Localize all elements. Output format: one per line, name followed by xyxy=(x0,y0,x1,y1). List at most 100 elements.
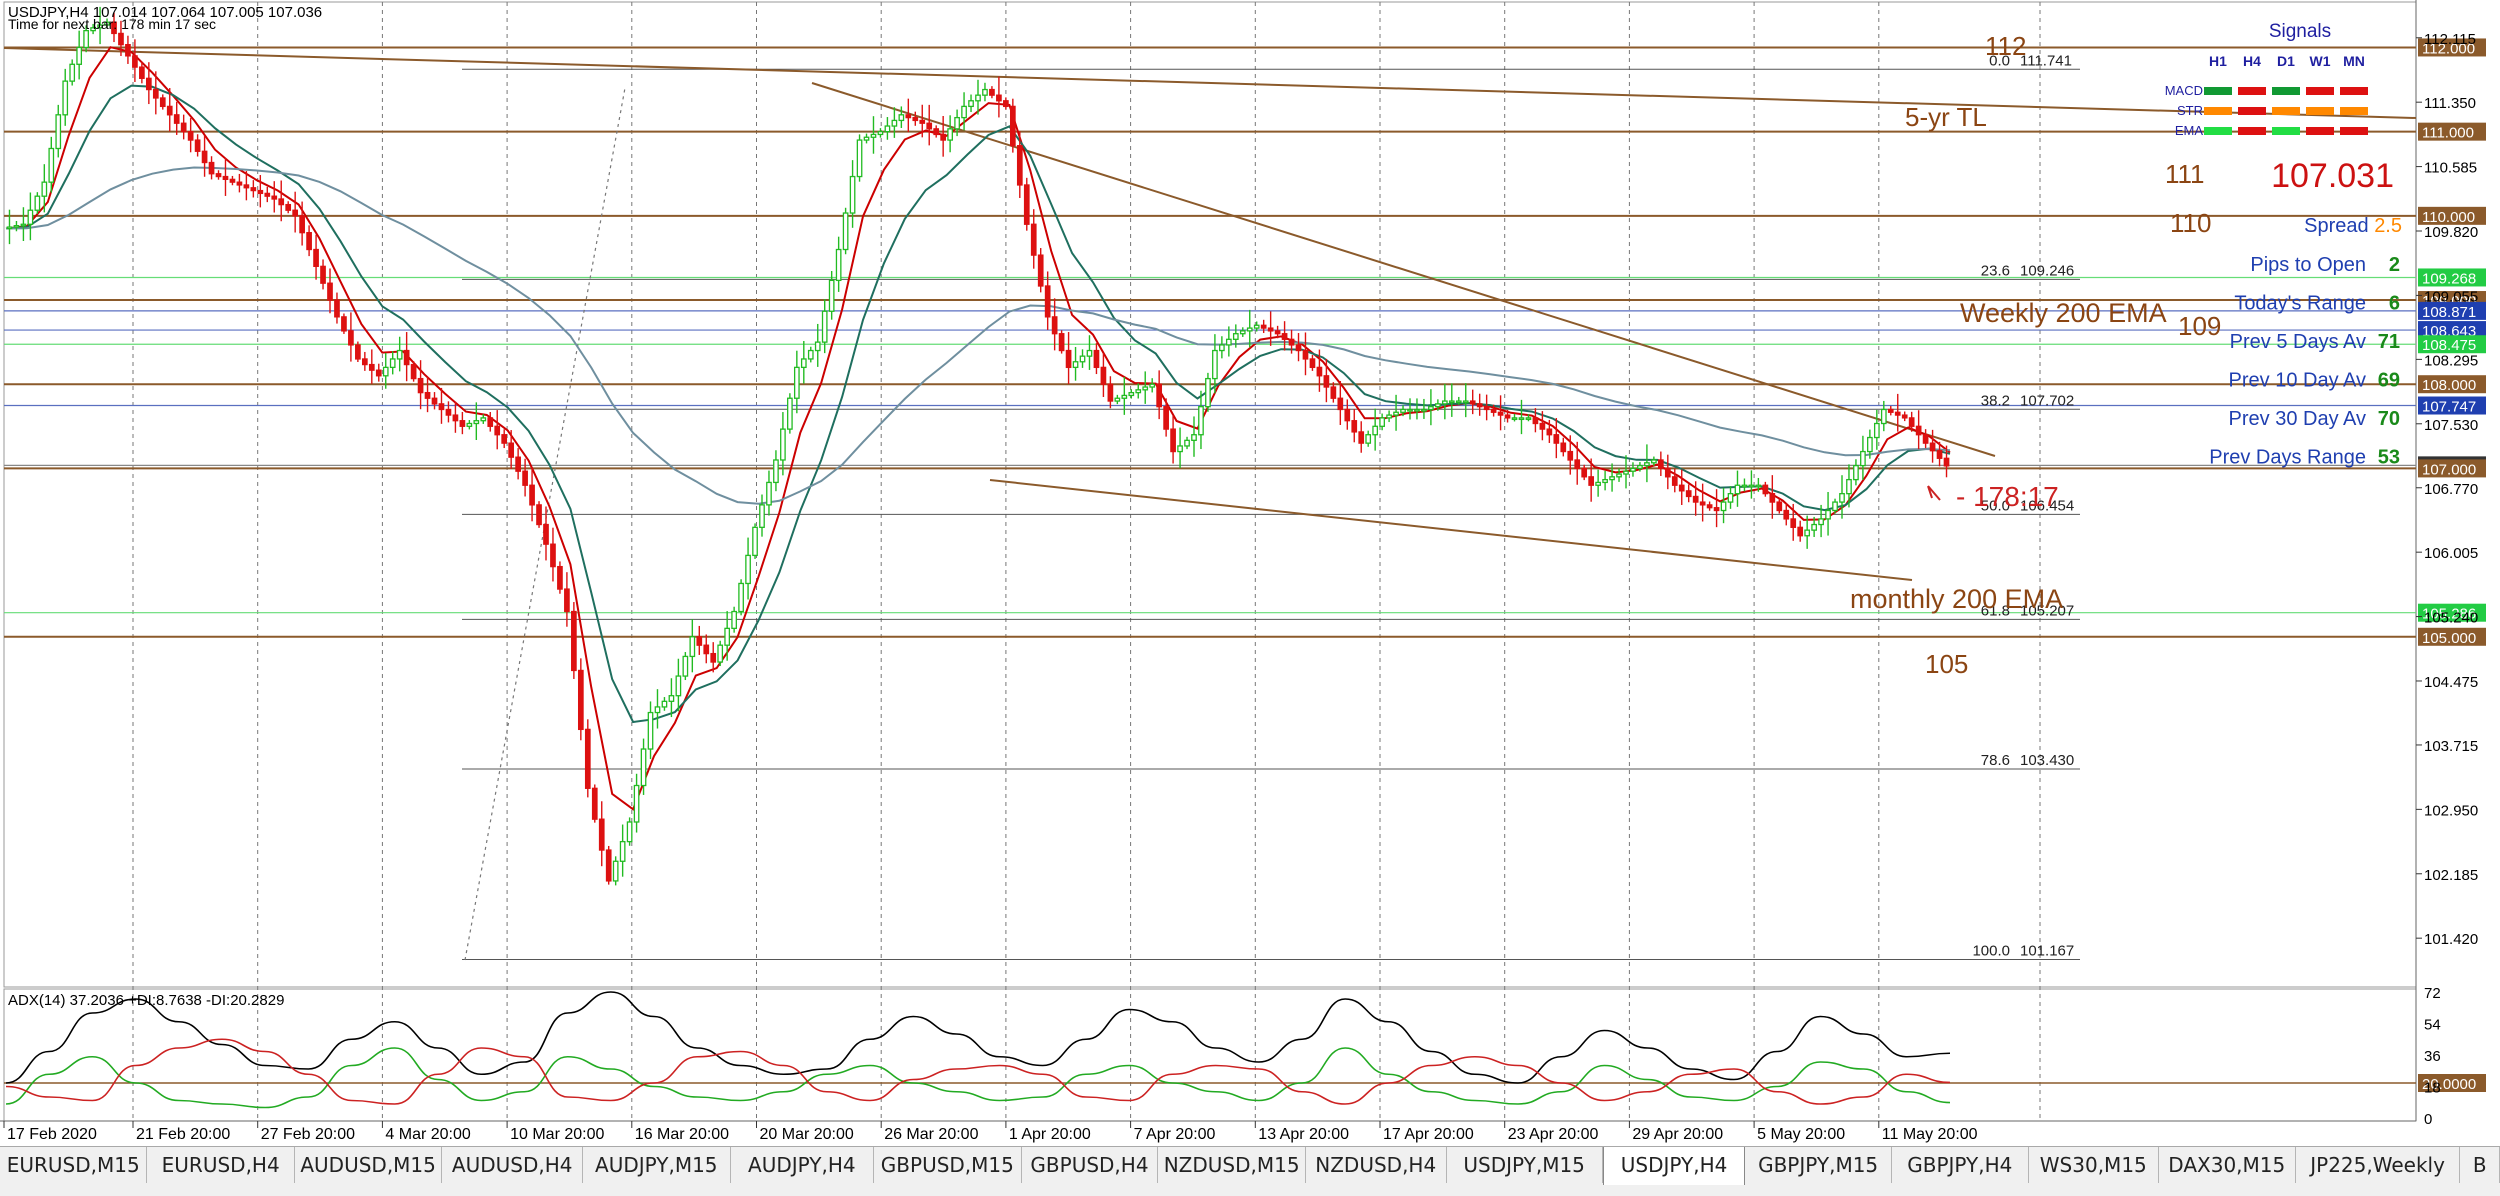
fib-pct-label: 100.0 xyxy=(1972,942,2010,959)
candle-body xyxy=(529,484,535,506)
candle-body xyxy=(947,128,953,141)
candle-body xyxy=(1170,428,1176,453)
candle-body xyxy=(1086,349,1093,357)
candle-body xyxy=(1602,478,1608,484)
candle-body xyxy=(571,610,577,672)
candle-body xyxy=(334,299,340,318)
price-level-tag xyxy=(2418,627,2486,646)
tab-dax30-m15[interactable]: DAX30,M15 xyxy=(2159,1147,2296,1183)
price-level-tag xyxy=(2418,396,2486,415)
stat-value: 6 xyxy=(2389,293,2400,315)
tab-nzdusd-m15[interactable]: NZDUSD,M15 xyxy=(1158,1147,1306,1183)
adx-tick-label: 72 xyxy=(2424,985,2441,1002)
candle-body xyxy=(452,414,459,422)
candle-body xyxy=(487,417,494,427)
signals-row-label: EMA xyxy=(2175,123,2204,138)
candle-body xyxy=(1030,223,1037,256)
x-tick-label: 29 Apr 20:00 xyxy=(1632,1126,1723,1143)
stat-label: Prev 10 Day Av xyxy=(2229,370,2366,392)
price-level-tag xyxy=(2418,603,2486,622)
adx-series-3 xyxy=(5,1038,1951,1105)
candle-body xyxy=(766,481,772,506)
candle-body xyxy=(1671,476,1678,486)
candle-body xyxy=(1421,408,1427,412)
candle-body xyxy=(793,366,800,399)
x-tick-label: 16 Mar 20:00 xyxy=(635,1126,729,1143)
tab-audusd-h4[interactable]: AUDUSD,H4 xyxy=(442,1147,584,1183)
tab-b[interactable]: B xyxy=(2460,1147,2500,1183)
candle-body xyxy=(1128,391,1135,397)
tab-gbpjpy-m15[interactable]: GBPJPY,M15 xyxy=(1745,1147,1892,1183)
candle-body xyxy=(1497,411,1504,416)
candle-body xyxy=(1853,464,1859,481)
candle-body xyxy=(1177,445,1183,453)
fib-pct-label: 0.0 xyxy=(1989,52,2010,69)
price-chart[interactable]: 112.000111.000110.000109.268109.000108.8… xyxy=(0,0,2500,1146)
candle-body xyxy=(912,116,919,122)
candle-body xyxy=(1637,464,1643,470)
candle-body xyxy=(1135,389,1142,394)
tab-eurusd-m15[interactable]: EURUSD,M15 xyxy=(0,1147,148,1183)
candle-body xyxy=(424,391,431,399)
candle-body xyxy=(919,119,926,124)
stat-value: 53 xyxy=(2378,447,2400,469)
price-level-tag xyxy=(2418,268,2486,287)
candle-body xyxy=(1205,377,1211,408)
candle-body xyxy=(647,711,654,750)
candle-body xyxy=(327,282,333,301)
tab-eurusd-h4[interactable]: EURUSD,H4 xyxy=(147,1147,295,1183)
candle-body xyxy=(473,420,480,425)
stat-value: 2 xyxy=(2389,254,2400,276)
candle-body xyxy=(835,248,842,282)
candle-body xyxy=(361,358,368,366)
candle-body xyxy=(229,178,236,183)
candle-body xyxy=(145,77,152,91)
candle-body xyxy=(1393,411,1399,416)
tab-jp225-weekly[interactable]: JP225,Weekly xyxy=(2296,1147,2461,1183)
tab-audjpy-h4[interactable]: AUDJPY,H4 xyxy=(731,1147,875,1183)
candle-body xyxy=(1943,457,1950,467)
tab-ws30-m15[interactable]: WS30,M15 xyxy=(2029,1147,2159,1183)
candle-body xyxy=(1142,386,1149,391)
price-level-tag-text: 107.000 xyxy=(2422,461,2476,478)
candle-body xyxy=(201,150,208,164)
candle-body xyxy=(320,265,326,284)
tab-gbpusd-m15[interactable]: GBPUSD,M15 xyxy=(874,1147,1022,1183)
tab-audusd-m15[interactable]: AUDUSD,M15 xyxy=(295,1147,443,1183)
tab-usdjpy-h4[interactable]: USDJPY,H4 xyxy=(1602,1147,1746,1185)
candle-body xyxy=(1727,493,1734,503)
candle-body xyxy=(1511,417,1518,421)
stat-value: 70 xyxy=(2378,408,2400,430)
candle-body xyxy=(996,94,1002,102)
candle-body xyxy=(1860,450,1866,467)
price-level-tag-text: 110.000 xyxy=(2422,209,2475,226)
tab-gbpusd-h4[interactable]: GBPUSD,H4 xyxy=(1022,1147,1159,1183)
candle-body xyxy=(1093,349,1100,369)
candle-body xyxy=(1281,333,1288,340)
candle-body xyxy=(208,161,215,175)
price-level-tag-text: 107.747 xyxy=(2422,399,2476,416)
chart-annotation: 111 xyxy=(2165,159,2205,189)
price-axis-labels: 112.115 111.350 110.585 109.820 109.055 108.2… xyxy=(2416,31,2478,948)
y-tick-label: 106.770 xyxy=(2424,481,2478,498)
signal-indicator xyxy=(2204,127,2232,135)
signals-column-header: D1 xyxy=(2277,53,2295,69)
candle-body xyxy=(382,366,389,377)
tab-usdjpy-m15[interactable]: USDJPY,M15 xyxy=(1447,1147,1603,1183)
fib-pct-label: 23.6 xyxy=(1981,262,2010,279)
candle-body xyxy=(55,114,62,150)
x-tick-label: 4 Mar 20:00 xyxy=(385,1126,470,1143)
tab-gbpjpy-h4[interactable]: GBPJPY,H4 xyxy=(1892,1147,2029,1183)
candle-body xyxy=(1239,330,1246,335)
candle-body xyxy=(654,706,661,714)
tab-audjpy-m15[interactable]: AUDJPY,M15 xyxy=(583,1147,731,1183)
candle-body xyxy=(933,128,940,136)
signal-indicator xyxy=(2238,127,2266,135)
chart-annotation: 5-yr TL xyxy=(1905,102,1987,132)
chart-annotation: 110 xyxy=(2170,208,2211,238)
candle-body xyxy=(1644,462,1650,467)
candle-body xyxy=(1267,327,1274,332)
candle-body xyxy=(1595,481,1601,486)
candle-body xyxy=(1337,397,1344,411)
tab-nzdusd-h4[interactable]: NZDUSD,H4 xyxy=(1306,1147,1447,1183)
